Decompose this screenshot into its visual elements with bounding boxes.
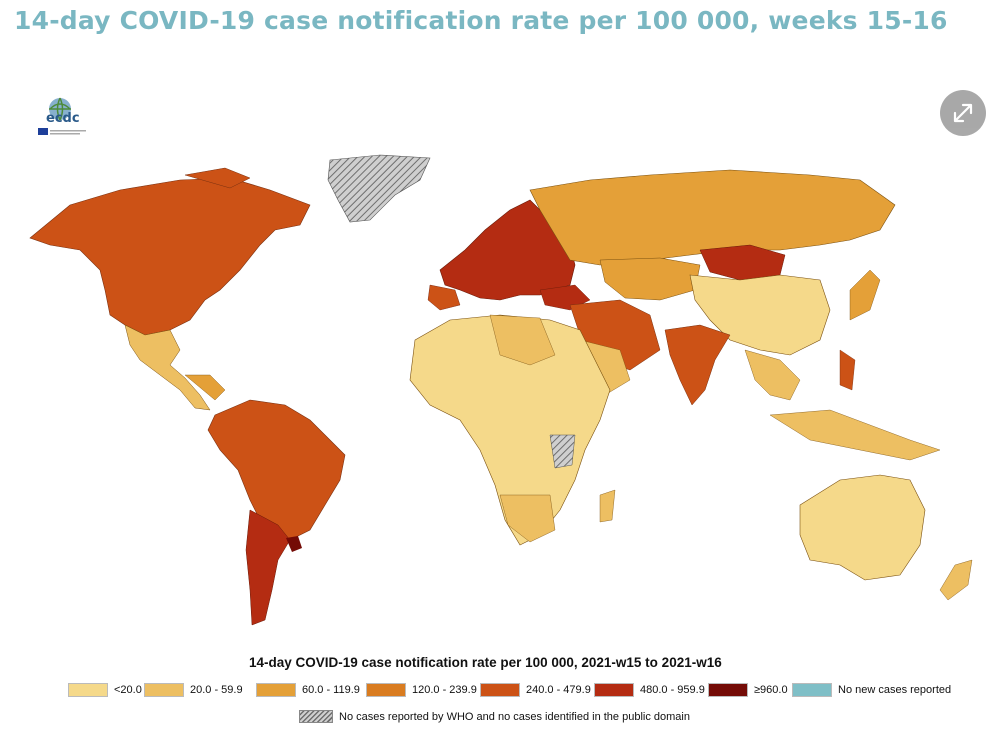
legend-label: 480.0 - 959.9: [640, 684, 705, 696]
legend-item: ≥960.0: [708, 683, 788, 697]
legend-swatch: [708, 683, 748, 697]
legend-label: 240.0 - 479.9: [526, 684, 591, 696]
hatch-swatch: [299, 710, 333, 723]
map-region-greenland: [327, 154, 431, 223]
expand-button[interactable]: [940, 90, 986, 136]
legend-label: 20.0 - 59.9: [190, 684, 243, 696]
legend-no-data: No cases reported by WHO and no cases id…: [299, 710, 690, 723]
map-region-russia: [529, 169, 896, 266]
legend-swatch: [366, 683, 406, 697]
legend-item: 240.0 - 479.9: [480, 683, 591, 697]
legend-swatch: [68, 683, 108, 697]
map-region-africa: [409, 314, 611, 546]
globe-icon: [38, 97, 86, 135]
legend-swatch: [792, 683, 832, 697]
map-region-north-america: [29, 177, 311, 336]
legend-item: 60.0 - 119.9: [256, 683, 360, 697]
legend-no-data-label: No cases reported by WHO and no cases id…: [339, 710, 690, 723]
logo-text: ecdc: [46, 111, 80, 126]
map-region-europe: [439, 199, 576, 301]
legend-title: 14-day COVID-19 case notification rate p…: [249, 655, 722, 670]
legend-label: 120.0 - 239.9: [412, 684, 477, 696]
legend-item: 120.0 - 239.9: [366, 683, 477, 697]
legend-item: 480.0 - 959.9: [594, 683, 705, 697]
expand-arrows-icon: [953, 103, 973, 123]
legend-label: ≥960.0: [754, 684, 788, 696]
world-map: [10, 150, 1000, 650]
legend-label: 60.0 - 119.9: [302, 684, 360, 696]
legend-swatch: [594, 683, 634, 697]
legend-item: 20.0 - 59.9: [144, 683, 243, 697]
map-region-india: [664, 324, 731, 406]
map-region-argentina: [245, 509, 291, 626]
legend-swatch: [256, 683, 296, 697]
legend-item: <20.0: [68, 683, 142, 697]
map-region-uruguay: [286, 536, 302, 552]
map-region-australia: [799, 474, 926, 581]
map-region-south-america: [207, 399, 346, 551]
legend-swatch: [480, 683, 520, 697]
legend-label: No new cases reported: [838, 684, 952, 696]
ecdc-logo: ecdc: [36, 95, 92, 139]
legend-label: <20.0: [114, 684, 142, 696]
legend-swatch: [144, 683, 184, 697]
legend-item: No new cases reported: [792, 683, 951, 697]
page-title: 14-day COVID-19 case notification rate p…: [14, 6, 948, 35]
map-region-mexico: [124, 324, 211, 411]
